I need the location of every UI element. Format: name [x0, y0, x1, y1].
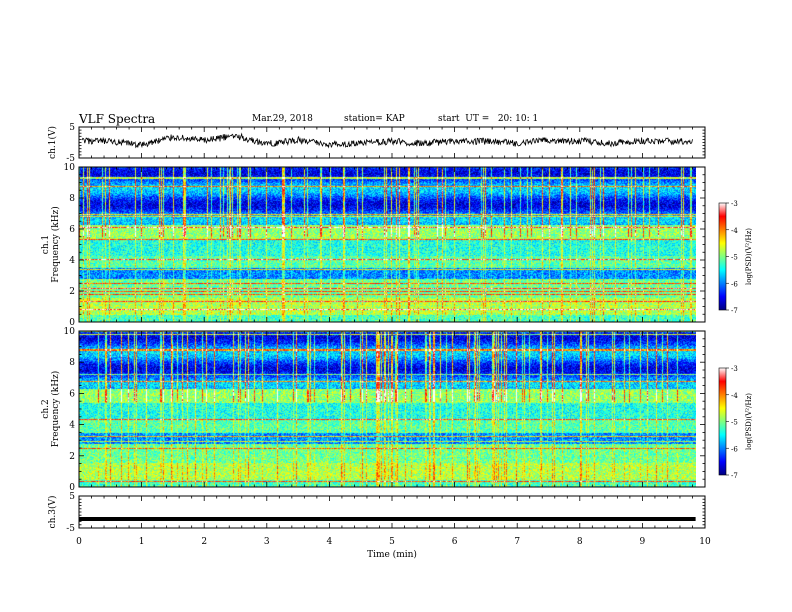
y-tick-label: 2 [69, 452, 75, 462]
station-label: station= KAP [344, 114, 405, 124]
x-tick-label: 0 [76, 537, 82, 547]
x-tick-label: 1 [139, 537, 145, 547]
x-tick-label: 8 [577, 537, 583, 547]
y-tick-label: 8 [69, 358, 75, 368]
chart-title: VLF Spectra [79, 112, 156, 126]
x-tick-label: 7 [514, 537, 520, 547]
x-tick-label: 3 [264, 537, 270, 547]
colorbar-tick-label: -6 [731, 280, 738, 288]
spectrogram-image-ch1 [79, 167, 696, 322]
start-time-label: start UT = 20: 10: 1 [438, 114, 539, 124]
y-axis-label: ch.1(V) [47, 126, 58, 159]
y-tick-label: 4 [69, 256, 75, 266]
colorbar-ch1 [718, 202, 727, 311]
y-axis-label: ch.3(V) [47, 496, 58, 529]
y-axis-label-channel: ch.1 [41, 235, 51, 254]
y-tick-label: 10 [64, 163, 76, 173]
y-tick-label: -5 [66, 154, 75, 164]
y-tick-label: 0 [69, 318, 75, 328]
y-tick-label: 6 [69, 225, 75, 235]
colorbar-label: log(PSD)(V²/Hz) [745, 228, 753, 285]
y-tick-label: 6 [69, 389, 75, 399]
y-tick-label: 8 [69, 194, 75, 204]
y-tick-label: -5 [66, 524, 75, 534]
y-tick-label: 2 [69, 287, 75, 297]
colorbar-tick-label: -7 [731, 307, 738, 315]
x-tick-label: 10 [699, 537, 711, 547]
y-axis-label-channel: ch.2 [41, 399, 51, 418]
y-tick-label: 10 [64, 327, 76, 337]
colorbar-tick-label: -3 [731, 200, 738, 208]
colorbar-ch2 [718, 367, 727, 476]
x-axis-label: Time (min) [367, 549, 417, 560]
x-tick-label: 9 [640, 537, 646, 547]
y-tick-label: 5 [69, 123, 75, 133]
colorbar-label: log(PSD)(V²/Hz) [745, 393, 753, 450]
ch1-waveform-line [81, 132, 693, 149]
spectrogram-image-ch2 [79, 331, 696, 487]
x-tick-label: 6 [452, 537, 458, 547]
colorbar-tick-label: -4 [731, 392, 738, 400]
colorbar-tick-label: -6 [731, 445, 738, 453]
x-tick-label: 5 [389, 537, 395, 547]
y-axis-label-frequency: Frequency (kHz) [50, 206, 61, 283]
colorbar-tick-label: -5 [731, 419, 738, 427]
y-tick-label: 5 [69, 492, 75, 502]
x-tick-label: 4 [327, 537, 333, 547]
y-axis-label-frequency: Frequency (kHz) [50, 371, 61, 448]
y-tick-label: 0 [69, 483, 75, 493]
y-tick-label: 4 [69, 421, 75, 431]
date-label: Mar.29, 2018 [252, 114, 313, 124]
colorbar-tick-label: -4 [731, 227, 738, 235]
colorbar-tick-label: -3 [731, 365, 738, 373]
x-tick-label: 2 [201, 537, 207, 547]
colorbar-tick-label: -5 [731, 254, 738, 262]
colorbar-tick-label: -7 [731, 472, 738, 480]
